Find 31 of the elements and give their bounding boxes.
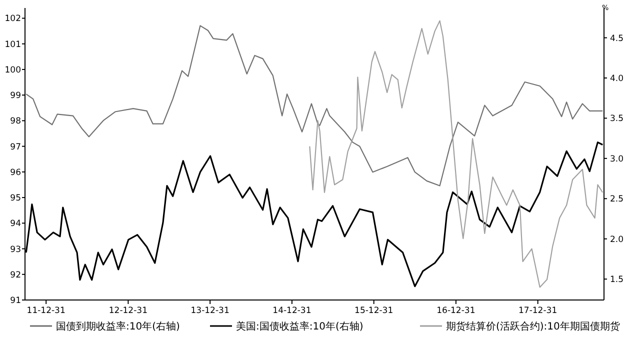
y-tick-label: 95 <box>10 194 21 204</box>
y-tick-label: 100 <box>4 65 21 76</box>
x-tick-label: 16-12-31 <box>436 306 476 316</box>
x-tick-label: 11-12-31 <box>26 306 66 316</box>
y-tick-label: 96 <box>10 168 21 178</box>
y2-tick-label: 3.0 <box>610 154 624 164</box>
y-tick-label: 92 <box>10 270 21 280</box>
y2-tick-label: 4.0 <box>610 74 624 84</box>
y2-tick-label: 1.5 <box>610 275 624 286</box>
y2-tick-label: 2.0 <box>610 234 624 245</box>
legend-label: 国债到期收益率:10年(右轴) <box>56 320 180 332</box>
x-tick-label: 15-12-31 <box>354 306 394 316</box>
y-tick-label: 93 <box>10 244 21 255</box>
y-tick-label: 98 <box>10 116 21 127</box>
x-tick-label: 17-12-31 <box>518 306 558 316</box>
y-tick-label: 94 <box>10 219 21 230</box>
x-tick-label: 14-12-31 <box>272 306 312 316</box>
x-tick-label: 13-12-31 <box>190 306 230 316</box>
x-tick-label: 12-12-31 <box>108 306 148 316</box>
legend-label: 期货结算价(活跃合约):10年期国债期货 <box>446 320 620 332</box>
line-series <box>309 20 604 288</box>
y-tick-label: 97 <box>10 142 21 152</box>
legend-label: 美国:国债收益率:10年(右轴) <box>236 320 364 332</box>
y2-tick-label: 2.5 <box>610 194 624 205</box>
y-tick-label: 101 <box>4 40 21 50</box>
line-series <box>26 25 604 186</box>
y-tick-label: 102 <box>4 14 21 24</box>
y-tick-label: 99 <box>10 91 21 102</box>
y2-tick-label: 4.5 <box>610 34 624 44</box>
y-tick-label: 91 <box>10 296 21 306</box>
y2-tick-label: 3.5 <box>610 114 624 124</box>
